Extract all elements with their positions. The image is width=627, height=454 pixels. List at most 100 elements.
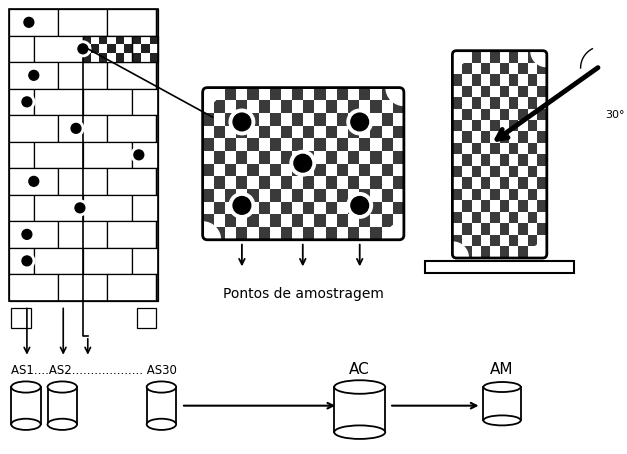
Bar [462,154,472,166]
Bar [453,51,546,257]
Bar [490,74,500,86]
Bar [481,154,490,166]
Bar [462,200,472,212]
Bar [203,113,214,126]
Bar [292,138,303,151]
Bar [203,214,214,227]
Bar [359,164,371,176]
Bar [132,247,159,274]
Bar [453,97,462,109]
Circle shape [21,15,37,30]
Bar [371,126,381,138]
Circle shape [233,113,251,131]
Bar [225,138,236,151]
Bar [248,189,258,202]
Ellipse shape [334,380,385,394]
Bar [537,223,546,235]
Bar [500,109,509,120]
Bar [325,202,337,214]
Bar [258,151,270,164]
Bar [381,113,393,126]
Circle shape [26,173,41,189]
Bar [509,51,519,63]
Bar [519,63,527,74]
Bar [472,51,481,63]
Bar [303,100,315,113]
Bar [509,120,519,132]
Bar [337,214,348,227]
Bar [132,35,141,44]
Bar [157,221,159,247]
Bar [315,164,325,176]
Bar [500,200,509,212]
Circle shape [22,229,32,239]
Bar [509,235,519,246]
Bar [371,176,381,189]
Circle shape [19,94,34,110]
Bar [472,189,481,200]
Bar [527,235,537,246]
Bar [214,176,225,189]
Text: AC: AC [349,362,370,377]
Circle shape [75,203,85,213]
Bar [9,247,34,274]
Circle shape [29,70,39,80]
Bar [381,138,393,151]
Bar [258,176,270,189]
Bar [527,143,537,154]
Bar [83,35,132,62]
Circle shape [438,242,468,273]
Bar [371,100,381,113]
Bar [9,35,34,62]
Bar [359,138,371,151]
Bar [34,35,83,62]
Bar [537,154,546,166]
Bar [58,62,107,89]
Bar [292,88,303,100]
Bar [214,151,225,164]
Bar [509,166,519,177]
Circle shape [229,109,255,135]
Bar [519,86,527,97]
Bar [303,126,315,138]
Circle shape [294,154,312,172]
Bar [236,176,248,189]
Circle shape [347,192,372,218]
Bar [58,274,107,301]
Bar [137,308,157,328]
Bar [9,9,159,301]
Bar [34,89,83,115]
Bar [115,53,124,62]
Bar [472,143,481,154]
Bar [490,189,500,200]
Bar [147,387,176,424]
Bar [519,200,527,212]
Bar [292,189,303,202]
Circle shape [531,36,562,67]
Text: 30°: 30° [605,110,624,120]
Bar [303,151,315,164]
Text: AM: AM [490,362,514,377]
Bar [500,132,509,143]
Bar [453,120,462,132]
Bar [203,189,214,202]
Bar [393,151,404,164]
Bar [481,132,490,143]
Bar [281,227,292,240]
Bar [500,177,509,189]
Bar [248,164,258,176]
Bar [472,97,481,109]
Bar [393,100,404,113]
Bar [348,176,359,189]
Circle shape [351,113,369,131]
Bar [236,202,248,214]
Ellipse shape [483,382,520,392]
Bar [490,51,500,63]
Circle shape [22,256,32,266]
Bar [150,35,159,44]
Bar [381,189,393,202]
Circle shape [386,222,422,257]
Circle shape [290,150,315,176]
Ellipse shape [11,419,41,430]
Bar [481,223,490,235]
